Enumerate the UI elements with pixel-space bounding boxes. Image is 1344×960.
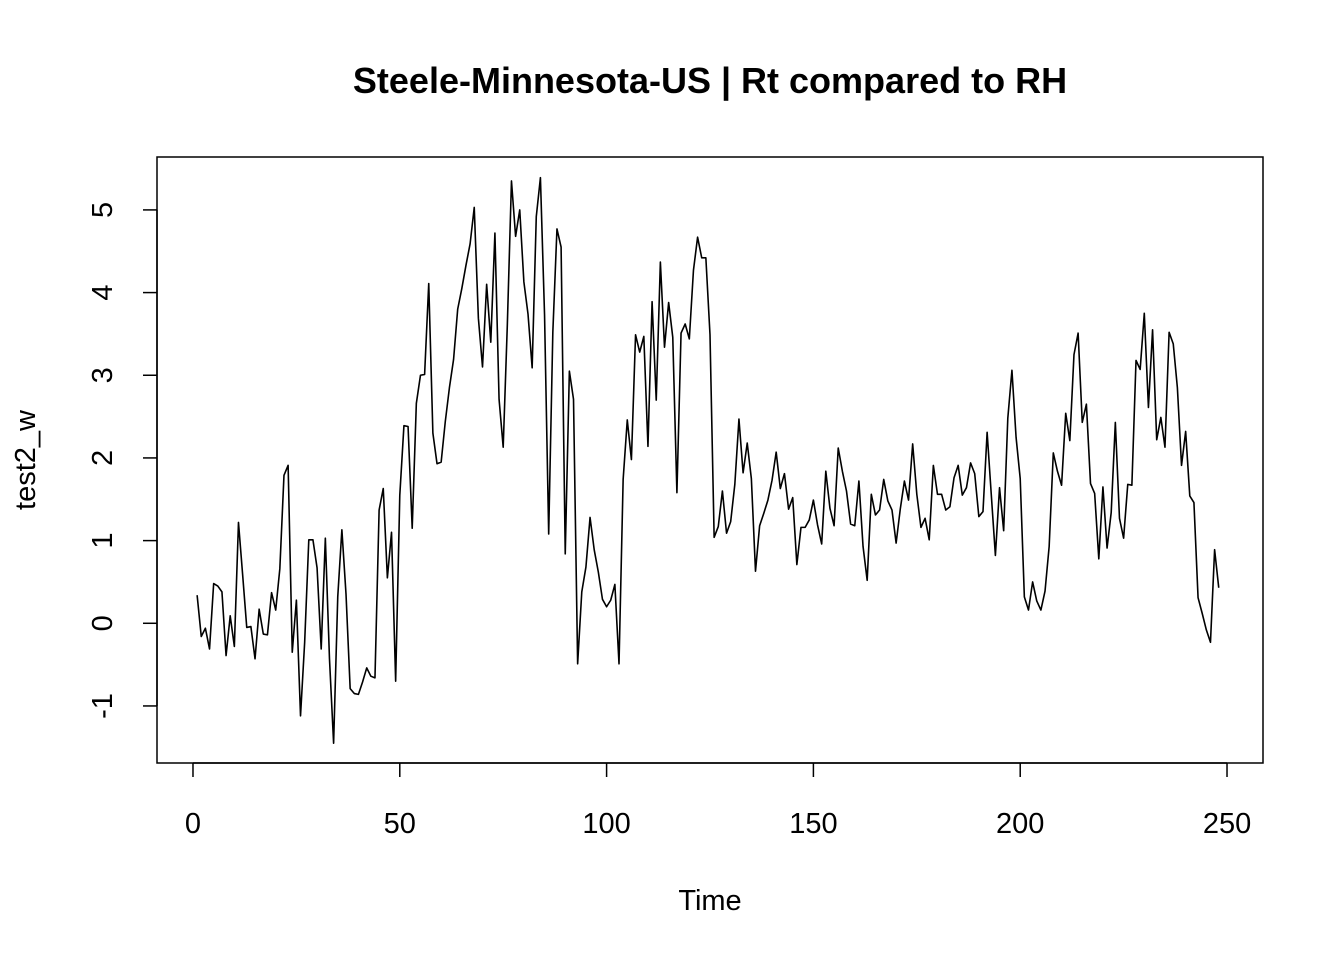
x-tick-label: 200 — [996, 808, 1044, 840]
y-tick-label: 5 — [87, 202, 119, 218]
x-tick-label: 100 — [582, 808, 630, 840]
y-tick-label: 1 — [87, 533, 119, 549]
y-tick-label: 0 — [87, 615, 119, 631]
plot-area — [196, 176, 1220, 744]
x-axis: 0 50 100 150 200 250 — [185, 762, 1251, 840]
y-axis: -1 0 1 2 3 4 5 — [87, 202, 158, 719]
y-tick-label: -1 — [87, 693, 119, 719]
x-tick-label: 50 — [384, 808, 416, 840]
x-tick-label: 0 — [185, 808, 201, 840]
y-tick-label: 2 — [87, 450, 119, 466]
x-tick-label: 150 — [789, 808, 837, 840]
y-axis-label: test2_w — [10, 409, 42, 510]
x-axis-label: Time — [678, 885, 741, 917]
y-tick-label: 3 — [87, 367, 119, 383]
chart-title: Steele-Minnesota-US | Rt compared to RH — [353, 60, 1067, 102]
x-tick-label: 250 — [1203, 808, 1251, 840]
y-tick-label: 4 — [87, 285, 119, 301]
series-line — [196, 176, 1220, 744]
